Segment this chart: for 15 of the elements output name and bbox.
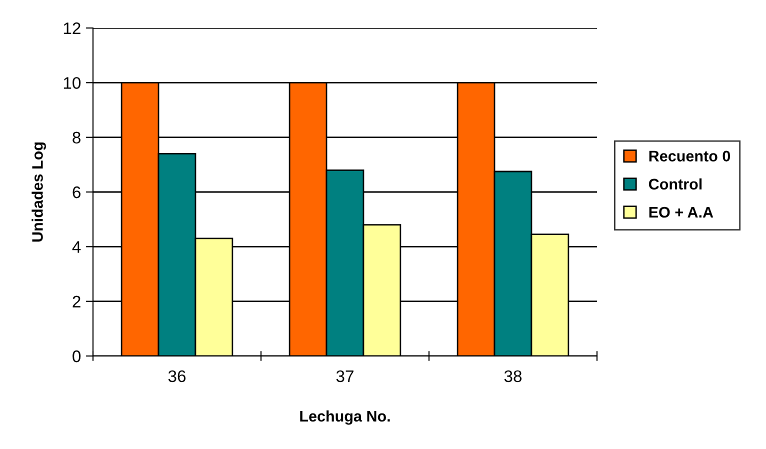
legend-label: Control	[648, 178, 702, 190]
y-tick-label: 12	[64, 22, 80, 34]
y-tick-label: 4	[72, 241, 81, 253]
x-tick-label: 36	[168, 370, 186, 382]
x-axis-title: Lechuga No.	[300, 410, 390, 425]
x-tick-label: 37	[336, 370, 354, 382]
y-tick-label: 0	[72, 350, 81, 362]
y-tick-label: 10	[64, 77, 81, 89]
legend-label: Recuento 0	[649, 150, 730, 162]
y-tick-label: 2	[72, 296, 80, 308]
y-tick-label: 8	[72, 132, 80, 144]
x-tick-label: 38	[504, 370, 522, 382]
legend-label: EO + A.A	[649, 206, 714, 218]
y-axis-title: Unidades Log	[32, 142, 46, 242]
y-tick-label: 6	[72, 186, 80, 198]
